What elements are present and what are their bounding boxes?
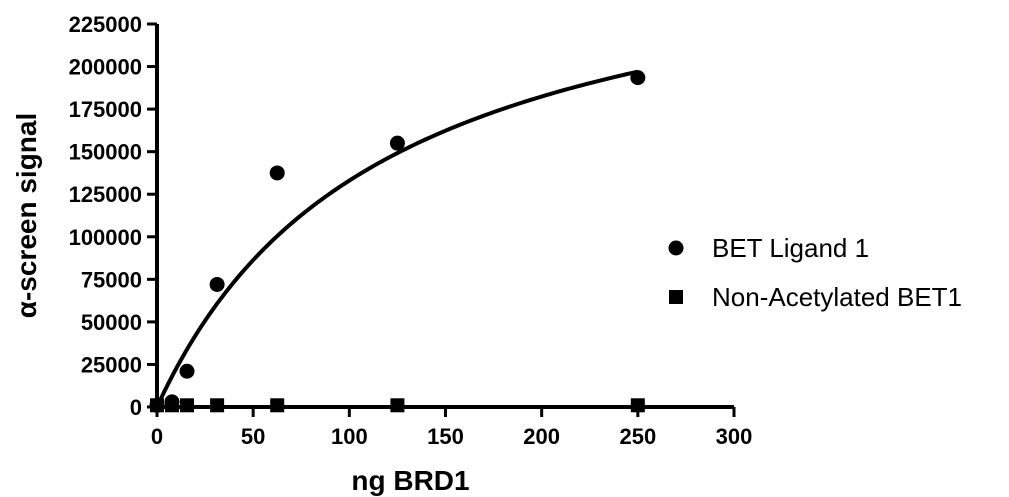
data-point-circle <box>209 276 225 292</box>
data-point-circle <box>269 165 285 181</box>
x-tick-label: 100 <box>331 424 368 449</box>
y-tick-label: 100000 <box>69 225 142 250</box>
data-point-square <box>270 398 285 413</box>
y-tick-label: 0 <box>130 395 142 420</box>
y-tick-label: 50000 <box>81 310 142 335</box>
x-tick-label: 250 <box>619 424 656 449</box>
data-point-square <box>630 398 645 413</box>
x-tick-label: 300 <box>716 424 753 449</box>
x-tick-label: 0 <box>151 424 163 449</box>
y-tick-label: 25000 <box>81 352 142 377</box>
y-tick-label: 200000 <box>69 55 142 80</box>
x-tick-label: 50 <box>241 424 265 449</box>
y-tick-label: 125000 <box>69 182 142 207</box>
data-point-circle <box>389 135 405 151</box>
data-point-square <box>150 398 164 413</box>
y-tick-label: 175000 <box>69 97 142 122</box>
fit-curve-ligand <box>155 69 639 408</box>
fit-curves <box>155 69 639 409</box>
data-point-square <box>210 398 225 413</box>
x-tick-label: 150 <box>427 424 464 449</box>
data-point-square <box>390 398 405 413</box>
y-axis-title: α-screen signal <box>11 113 42 319</box>
data-point-square <box>180 398 195 413</box>
x-tick-label: 200 <box>523 424 560 449</box>
legend-label: Non-Acetylated BET1 <box>712 282 962 312</box>
y-tick-label: 150000 <box>69 140 142 165</box>
y-tick-label: 75000 <box>81 267 142 292</box>
data-point-circle <box>630 70 646 86</box>
legend-marker-square <box>669 290 683 304</box>
legend: BET Ligand 1 Non-Acetylated BET1 <box>668 233 962 312</box>
data-points <box>149 70 646 413</box>
y-tick-label: 225000 <box>69 12 142 37</box>
axes: 0 50 100 150 200 250 300 0 25000 50000 75000 100000… <box>69 12 753 449</box>
data-point-square <box>165 398 180 413</box>
x-axis-title: ng BRD1 <box>351 465 469 496</box>
legend-label: BET Ligand 1 <box>712 233 869 263</box>
legend-marker-circle <box>668 240 684 256</box>
data-point-circle <box>179 363 195 379</box>
